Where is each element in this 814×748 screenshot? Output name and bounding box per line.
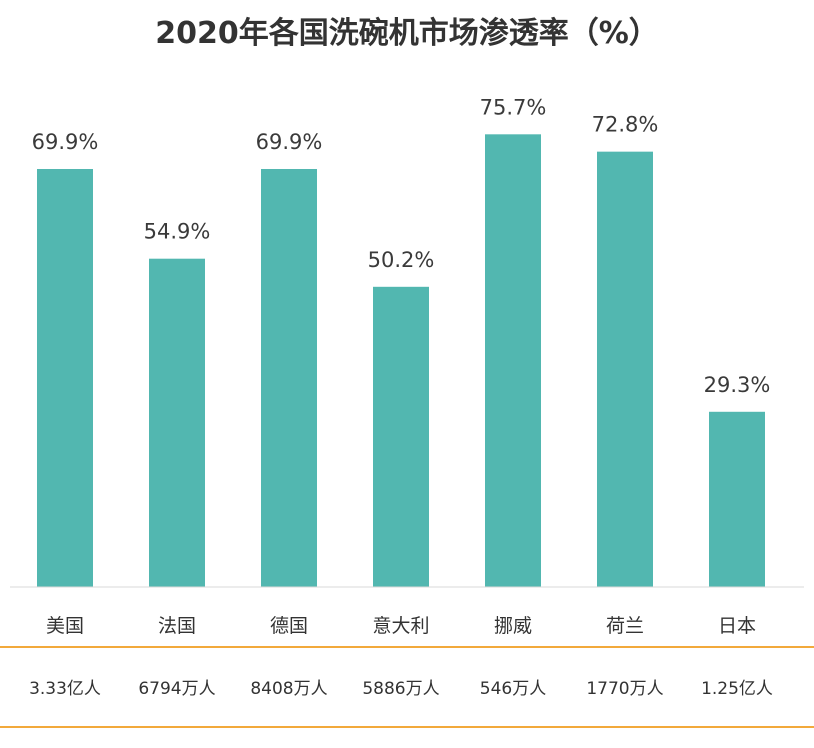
category-label-5: 荷兰 <box>606 615 644 637</box>
value-label-5: 72.8% <box>592 113 659 137</box>
category-label-2: 德国 <box>270 615 308 637</box>
bar-6 <box>709 411 765 587</box>
bar-1 <box>149 258 205 587</box>
population-label-6: 1.25亿人 <box>701 679 773 699</box>
value-labels-group: 69.9% 54.9% 69.9% 50.2% 75.7% 72.8% 29.3% <box>32 95 771 396</box>
value-label-0: 69.9% <box>32 130 99 154</box>
population-label-1: 6794万人 <box>138 679 215 699</box>
value-label-3: 50.2% <box>368 248 435 272</box>
value-label-6: 29.3% <box>704 373 771 397</box>
value-label-1: 54.9% <box>144 220 211 244</box>
bars-group <box>37 134 765 588</box>
bar-4 <box>485 134 541 587</box>
value-label-4: 75.7% <box>480 95 547 119</box>
population-label-4: 546万人 <box>480 679 546 699</box>
value-label-2: 69.9% <box>256 130 323 154</box>
population-label-5: 1770万人 <box>586 679 663 699</box>
population-label-2: 8408万人 <box>250 679 327 699</box>
category-label-4: 挪威 <box>494 615 532 637</box>
chart-title: 2020年各国洗碗机市场渗透率（%） <box>155 16 659 51</box>
bar-2 <box>261 168 317 588</box>
bar-0 <box>37 168 93 588</box>
bar-3 <box>373 286 429 587</box>
population-label-3: 5886万人 <box>362 679 439 699</box>
category-label-1: 法国 <box>158 615 196 637</box>
category-label-6: 日本 <box>718 615 756 637</box>
bar-5 <box>597 151 653 587</box>
population-labels-group: 3.33亿人 6794万人 8408万人 5886万人 546万人 1770万人 1.25亿… <box>29 679 773 699</box>
population-label-0: 3.33亿人 <box>29 679 101 699</box>
category-labels-group: 美国 法国 德国 意大利 挪威 荷兰 日本 <box>46 615 756 637</box>
category-label-3: 意大利 <box>372 615 429 637</box>
category-label-0: 美国 <box>46 615 84 637</box>
